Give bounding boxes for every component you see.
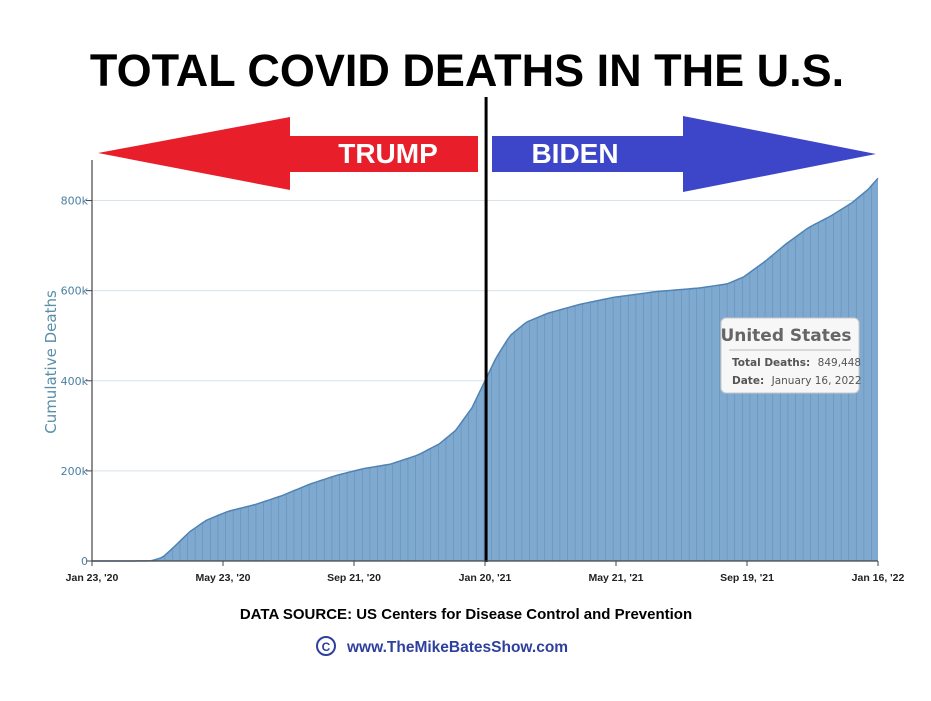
- data-source: DATA SOURCE: US Centers for Disease Cont…: [240, 606, 692, 623]
- y-tick-label: 0: [81, 555, 88, 568]
- y-axis-label: Cumulative Deaths: [42, 290, 60, 434]
- tooltip: United States Total Deaths: 849,448 Date…: [720, 317, 862, 394]
- tooltip-date-value: January 16, 2022: [771, 375, 862, 387]
- axes: 0 200k 400k 600k 800k Jan 23, '20 May 23, '20 S…: [61, 160, 905, 584]
- tooltip-date-label: Date:: [732, 375, 764, 387]
- biden-label: BIDEN: [531, 138, 618, 169]
- y-tick-label: 400k: [61, 375, 89, 388]
- x-tick-label: May 21, '21: [588, 572, 643, 584]
- y-tick-label: 600k: [61, 285, 89, 298]
- copyright-symbol: C: [322, 640, 331, 654]
- biden-arrow: BIDEN: [492, 116, 876, 192]
- y-tick-label: 200k: [61, 465, 89, 478]
- x-tick-label: Jan 16, '22: [852, 572, 905, 584]
- tooltip-date: Date: January 16, 2022: [732, 371, 862, 388]
- tooltip-title: United States: [720, 326, 851, 346]
- tooltip-deaths-value: 849,448: [818, 357, 861, 369]
- tooltip-deaths: Total Deaths: 849,448: [732, 353, 861, 370]
- chart-title: TOTAL COVID DEATHS IN THE U.S.: [90, 45, 844, 96]
- x-tick-label: Jan 23, '20: [66, 572, 119, 584]
- x-tick-label: Sep 21, '20: [327, 572, 381, 584]
- trump-arrow: TRUMP: [98, 117, 478, 190]
- website-link[interactable]: www.TheMikeBatesShow.com: [346, 639, 568, 656]
- x-tick-label: Sep 19, '21: [720, 572, 774, 584]
- y-tick-label: 800k: [61, 195, 89, 208]
- tooltip-box: [720, 317, 860, 394]
- copyright-icon: C: [316, 636, 336, 656]
- trump-label: TRUMP: [338, 138, 438, 169]
- x-tick-label: Jan 20, '21: [459, 572, 512, 584]
- tooltip-deaths-label: Total Deaths:: [732, 357, 810, 369]
- x-tick-label: May 23, '20: [195, 572, 250, 584]
